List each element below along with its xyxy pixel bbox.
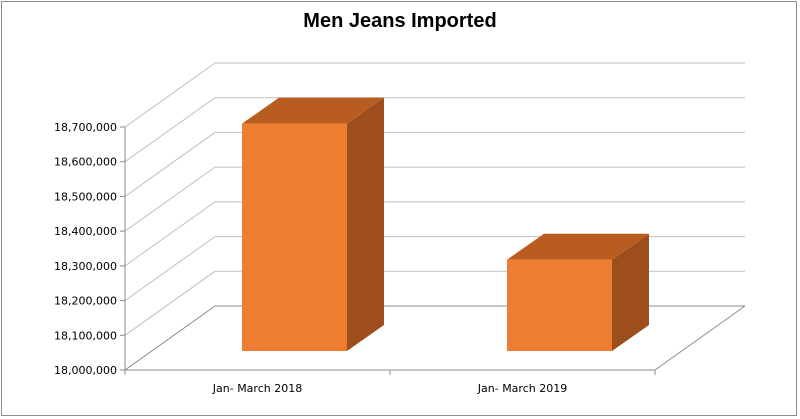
y-tick-label: 18,500,000 bbox=[54, 190, 117, 203]
bar-front bbox=[242, 123, 347, 351]
chart-title: Men Jeans Imported bbox=[303, 10, 497, 32]
bar-side bbox=[347, 97, 384, 351]
chart-bars bbox=[242, 97, 649, 351]
gridline bbox=[124, 166, 745, 232]
gridline bbox=[124, 270, 745, 336]
x-tick-label: Jan- March 2018 bbox=[212, 382, 302, 395]
y-axis-ticks: 18,000,000 18,100,000 18,200,000 18,300,000… bbox=[54, 121, 125, 377]
gridline bbox=[124, 201, 745, 267]
y-tick-label: 18,600,000 bbox=[54, 156, 117, 169]
floor-edge bbox=[654, 305, 746, 371]
y-tick-label: 18,000,000 bbox=[54, 364, 117, 377]
x-tick-label: Jan- March 2019 bbox=[477, 382, 567, 395]
bar-top bbox=[242, 97, 384, 124]
gridline bbox=[124, 305, 745, 371]
gridline bbox=[124, 62, 745, 128]
bar-top bbox=[507, 233, 649, 260]
x-axis-categories: Jan- March 2018 Jan- March 2019 bbox=[124, 370, 656, 395]
gridline bbox=[124, 236, 745, 301]
y-tick-label: 18,100,000 bbox=[54, 329, 117, 342]
y-tick-label: 18,700,000 bbox=[54, 121, 117, 134]
bar-front bbox=[507, 259, 612, 351]
y-tick-label: 18,400,000 bbox=[54, 225, 117, 238]
gridline bbox=[124, 97, 745, 163]
y-tick-label: 18,200,000 bbox=[54, 295, 117, 308]
chart-walls bbox=[124, 62, 746, 371]
bar-side bbox=[612, 233, 649, 351]
bar bbox=[507, 233, 649, 351]
gridline bbox=[124, 131, 745, 197]
bar bbox=[242, 97, 384, 351]
y-tick-label: 18,300,000 bbox=[54, 260, 117, 273]
